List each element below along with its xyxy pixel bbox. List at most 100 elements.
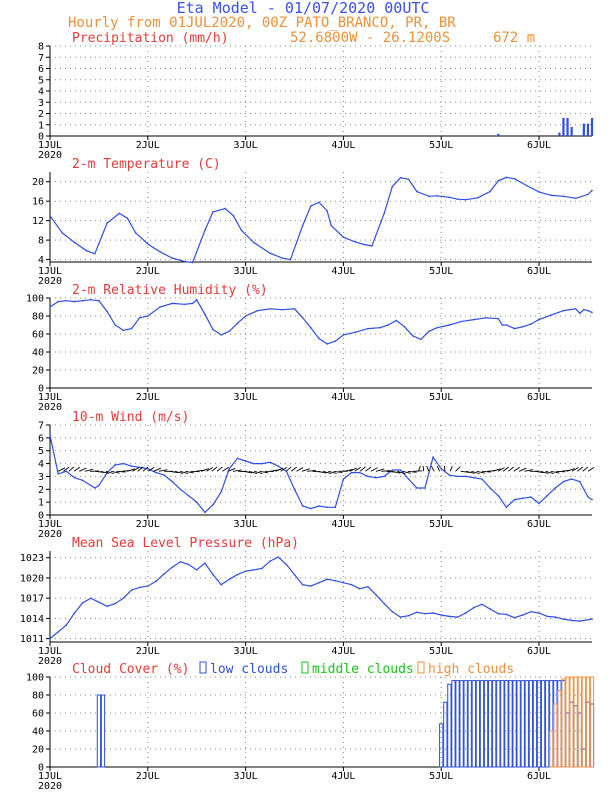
y-tick-label: 40: [32, 727, 44, 738]
x-tick-label: 2JUL: [136, 771, 160, 782]
data-point: [98, 299, 100, 302]
data-point: [269, 560, 271, 562]
data-point: [489, 190, 491, 193]
data-point: [49, 214, 51, 217]
precip-bar: [586, 123, 590, 136]
data-point: [424, 487, 426, 489]
data-point: [147, 585, 149, 587]
data-point: [554, 616, 557, 618]
wind-vector: [254, 470, 263, 474]
data-point: [399, 616, 402, 618]
data-point: [73, 241, 76, 244]
data-point: [342, 236, 345, 238]
data-point: [485, 317, 487, 319]
data-point: [456, 616, 459, 618]
data-point: [81, 299, 84, 302]
cloud-bar: [459, 680, 464, 768]
y-tick-label: 80: [32, 312, 44, 323]
wind-vector: [455, 466, 461, 472]
precip-bar: [562, 118, 565, 136]
wind-vector: [540, 470, 549, 474]
data-point: [574, 197, 577, 200]
x-tick-label: 6JUL: [527, 646, 551, 657]
data-point: [456, 475, 459, 478]
precip-bar: [558, 132, 561, 136]
y-tick-label: 60: [32, 709, 44, 720]
y-tick-label: 12: [32, 216, 44, 227]
data-point: [81, 602, 84, 604]
data-point: [473, 606, 475, 609]
data-point: [114, 602, 117, 605]
data-point: [554, 487, 557, 489]
data-point: [281, 257, 284, 259]
x-tick-label: 1JUL: [38, 140, 62, 151]
wind-vector: [566, 468, 575, 472]
x-tick-label: 3JUL: [234, 392, 258, 403]
data-point: [497, 612, 500, 615]
pressure-panel: 1011 1014 1017 1020 1023 1JUL2020 2JUL 3JUL 4JUL…: [20, 536, 593, 667]
data-point: [530, 496, 532, 498]
data-point: [375, 594, 377, 596]
cloud-bar: [443, 701, 448, 768]
data-point: [244, 315, 247, 317]
wind-vector: [370, 467, 378, 472]
cloud-bar: [483, 680, 489, 768]
data-point: [497, 494, 500, 497]
data-point: [334, 579, 337, 582]
x-tick-label: 3JUL: [234, 140, 258, 151]
wind-vector: [344, 469, 353, 472]
data-point: [73, 612, 76, 614]
wind-vector: [417, 465, 421, 472]
wind-vector: [436, 465, 441, 472]
data-point: [159, 306, 161, 308]
data-point: [212, 328, 214, 331]
cloud-bar: [492, 680, 497, 768]
x-tick-label: 4JUL: [331, 646, 355, 657]
data-point: [415, 190, 418, 193]
y-tick-label: 0: [38, 511, 44, 522]
wind-vector: [174, 470, 184, 474]
cloud-bar: [565, 676, 570, 768]
data-point: [587, 193, 589, 196]
data-point: [114, 324, 117, 326]
data-point: [464, 612, 467, 614]
cloud-bar: [520, 680, 525, 768]
data-point: [399, 177, 402, 179]
cloud-bar: [500, 680, 505, 768]
data-point: [342, 334, 345, 336]
data-point: [489, 608, 491, 610]
x-tick-label: 2JUL: [136, 519, 160, 530]
data-point: [85, 250, 88, 252]
data-point: [513, 616, 516, 619]
data-point: [391, 469, 394, 471]
data-point: [130, 589, 133, 591]
x-tick-label: 5JUL: [429, 140, 453, 151]
y-tick-label: 4: [38, 87, 44, 98]
y-tick-label: 0: [38, 763, 44, 774]
x-tick-label: 6JUL: [527, 392, 551, 403]
data-point: [318, 581, 320, 584]
cloud-bar: [536, 680, 542, 768]
data-point: [587, 496, 589, 498]
wind-vector: [269, 469, 279, 472]
panel-title: Mean Sea Level Pressure (hPa): [72, 536, 299, 551]
data-point: [318, 201, 320, 203]
wind-vector: [430, 465, 435, 472]
cloud-bar: [516, 680, 521, 768]
data-point: [489, 487, 491, 489]
data-point: [187, 563, 190, 566]
data-point: [130, 465, 133, 467]
data-point: [538, 612, 540, 614]
wind-vector: [105, 470, 115, 475]
legend-swatch: [199, 661, 207, 674]
legend-swatch: [417, 661, 425, 674]
y-tick-label: 6: [38, 433, 44, 444]
wind-vector: [354, 466, 361, 472]
data-point: [301, 505, 304, 507]
x-tick-label: 1JUL: [38, 646, 62, 657]
y-tick-label: 80: [32, 691, 44, 702]
wind-vector: [116, 470, 126, 473]
data-point: [530, 323, 532, 325]
data-point: [350, 471, 353, 474]
wind-vector: [132, 467, 140, 472]
